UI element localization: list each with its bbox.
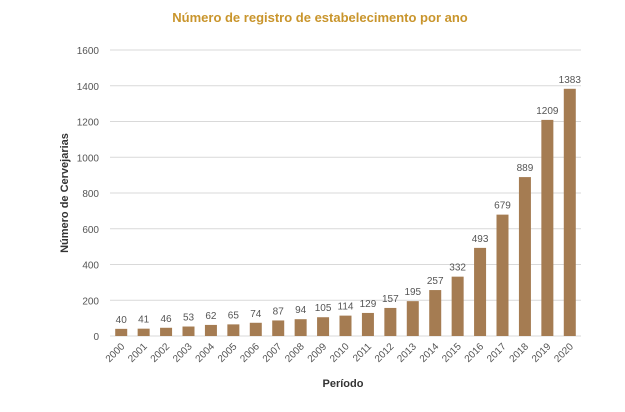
x-tick-label: 2017	[485, 341, 509, 365]
x-tick-label: 2014	[418, 341, 442, 365]
bar	[227, 324, 240, 336]
bar	[429, 290, 442, 336]
bar	[384, 307, 397, 336]
x-tick-label: 2004	[194, 341, 218, 365]
x-tick-label: 2009	[306, 341, 330, 365]
data-label: 1209	[536, 106, 559, 117]
bar	[361, 312, 374, 336]
data-label: 74	[250, 309, 262, 320]
bar	[339, 315, 352, 336]
bar	[406, 301, 419, 336]
x-tick-label: 2015	[440, 341, 464, 365]
data-label: 157	[382, 294, 399, 305]
data-label: 114	[338, 302, 354, 313]
x-tick-label: 2012	[373, 341, 397, 365]
y-tick-label: 1400	[77, 82, 100, 93]
x-tick-label: 2003	[171, 341, 195, 365]
y-tick-label: 600	[82, 225, 99, 236]
x-tick-label: 2002	[149, 341, 173, 365]
data-label: 195	[404, 287, 421, 298]
data-label: 257	[427, 276, 444, 287]
data-label: 889	[517, 163, 534, 174]
x-tick-label: 2008	[283, 341, 307, 365]
data-label: 94	[295, 305, 307, 316]
data-label: 679	[494, 201, 511, 212]
data-label: 87	[273, 306, 285, 317]
x-tick-label: 2001	[126, 341, 150, 365]
y-tick-label: 1600	[77, 46, 100, 57]
x-tick-label: 2005	[216, 341, 240, 365]
y-axis-label: Número de Cervejarias	[59, 133, 71, 253]
bar	[474, 247, 487, 336]
y-tick-label: 1200	[77, 118, 100, 129]
bar	[115, 328, 128, 336]
bar	[160, 327, 173, 336]
x-tick-label: 2013	[395, 341, 419, 365]
x-axis-label: Período	[323, 378, 364, 390]
x-tick-label: 2016	[463, 341, 487, 365]
data-label: 493	[472, 234, 489, 245]
data-label: 41	[138, 315, 150, 326]
bar	[496, 214, 509, 336]
x-tick-label: 2011	[351, 341, 374, 364]
data-label: 46	[161, 314, 173, 325]
x-tick-label: 2020	[552, 341, 576, 365]
data-label: 53	[183, 313, 195, 324]
bar	[518, 177, 531, 336]
y-tick-label: 0	[93, 332, 99, 343]
data-label: 1383	[559, 75, 582, 86]
x-tick-label: 2007	[261, 341, 285, 365]
data-label: 105	[315, 303, 332, 314]
x-tick-label: 2019	[530, 341, 554, 365]
bar	[182, 326, 195, 336]
bar	[294, 319, 307, 336]
data-label: 62	[205, 311, 217, 322]
data-label: 65	[228, 310, 240, 321]
chart-title: Número de registro de estabelecimento po…	[172, 10, 468, 25]
bar	[272, 320, 285, 336]
x-tick-label: 2000	[104, 341, 128, 365]
bar	[317, 317, 330, 336]
data-label: 332	[449, 263, 466, 274]
x-tick-label: 2006	[238, 341, 262, 365]
y-tick-label: 400	[82, 261, 99, 272]
bar	[541, 119, 554, 336]
bar	[563, 88, 576, 336]
bar	[137, 328, 150, 336]
bar	[451, 276, 464, 336]
x-tick-label: 2010	[328, 341, 352, 365]
y-tick-label: 200	[82, 296, 99, 307]
x-tick-label: 2018	[508, 341, 532, 365]
y-tick-label: 1000	[77, 153, 100, 164]
bar	[204, 324, 217, 336]
y-tick-label: 800	[82, 189, 99, 200]
data-label: 40	[116, 315, 128, 326]
bar	[249, 322, 262, 336]
data-label: 129	[360, 299, 377, 310]
